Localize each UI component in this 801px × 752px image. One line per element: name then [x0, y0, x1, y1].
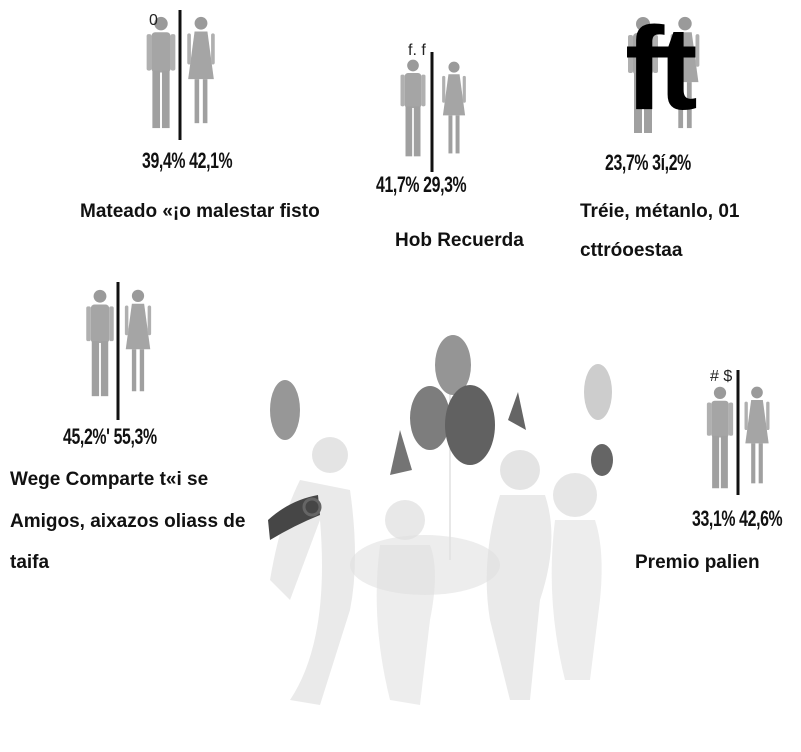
- percent: 39,4% 42,1%: [142, 148, 232, 174]
- figure-pair: [401, 52, 466, 172]
- percent: 23,7% 3í,2%: [605, 150, 691, 176]
- percent-value: 55,3%: [114, 424, 157, 449]
- percent-value: 45,2%': [63, 424, 110, 449]
- caption: Tréie, métanlo, 01: [580, 201, 739, 223]
- percent-value: 41,7%: [376, 172, 419, 197]
- percent-value: 3í,2%: [652, 150, 691, 175]
- caption: Amigos, aixazos oliass de: [10, 511, 245, 533]
- figure-pair: [707, 370, 770, 495]
- caption: taifa: [10, 552, 49, 574]
- percent-value: 39,4%: [142, 148, 185, 173]
- caption: cttróoestaa: [580, 240, 682, 262]
- percent: 45,2%' 55,3%: [63, 424, 157, 450]
- percent: 33,1% 42,6%: [692, 506, 782, 532]
- percent-value: 42,1%: [189, 148, 232, 173]
- caption: Hob Recuerda: [395, 230, 524, 252]
- infographic: 0 39,4% 42,1% Mateado «¡o malestar fisto…: [0, 0, 801, 752]
- marker: # $: [710, 368, 732, 386]
- percent-value: 29,3%: [423, 172, 466, 197]
- marker: f. f: [408, 42, 426, 60]
- caption: Premio palien: [635, 552, 760, 574]
- party-scene: [268, 335, 613, 705]
- percent: 41,7% 29,3%: [376, 172, 466, 198]
- caption: Mateado «¡o malestar fisto: [80, 201, 320, 223]
- percent-value: 33,1%: [692, 506, 735, 531]
- marker: 0: [149, 12, 158, 30]
- figure-pair: [86, 282, 151, 420]
- caption: Wege Comparte t«i se: [10, 469, 208, 491]
- marker: ft: [625, 10, 692, 128]
- percent-value: 23,7%: [605, 150, 648, 175]
- percent-value: 42,6%: [739, 506, 782, 531]
